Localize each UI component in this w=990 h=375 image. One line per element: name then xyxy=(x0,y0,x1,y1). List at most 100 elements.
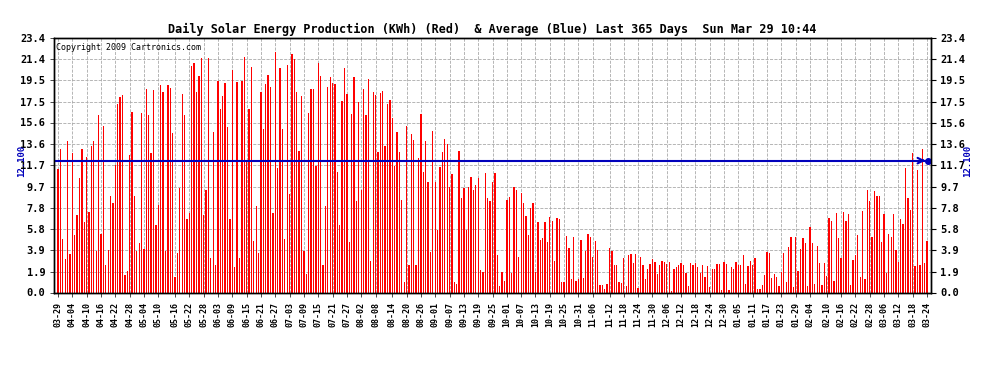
Bar xyxy=(690,263,691,292)
Bar xyxy=(93,141,94,292)
Bar xyxy=(509,196,510,292)
Bar xyxy=(220,110,221,292)
Bar xyxy=(628,255,630,292)
Bar xyxy=(203,215,204,292)
Bar xyxy=(661,261,662,292)
Bar xyxy=(501,272,503,292)
Bar xyxy=(644,279,645,292)
Bar xyxy=(379,93,381,292)
Bar xyxy=(445,139,446,292)
Bar xyxy=(729,290,730,292)
Bar xyxy=(822,285,823,292)
Bar xyxy=(250,67,252,292)
Bar xyxy=(636,254,637,292)
Bar xyxy=(788,247,789,292)
Bar xyxy=(761,285,763,292)
Bar xyxy=(64,259,66,292)
Bar xyxy=(895,250,897,292)
Bar xyxy=(874,191,875,292)
Bar xyxy=(105,265,107,292)
Bar xyxy=(174,277,175,292)
Bar xyxy=(67,141,68,292)
Bar xyxy=(546,242,548,292)
Bar xyxy=(71,153,73,292)
Bar xyxy=(57,170,58,292)
Bar xyxy=(673,268,674,292)
Bar xyxy=(876,195,877,292)
Bar xyxy=(738,265,740,292)
Bar xyxy=(631,254,632,292)
Bar xyxy=(458,151,459,292)
Bar xyxy=(494,172,496,292)
Title: Daily Solar Energy Production (KWh) (Red)  & Average (Blue) Last 365 Days  Sun M: Daily Solar Energy Production (KWh) (Red… xyxy=(168,23,817,36)
Bar xyxy=(504,280,505,292)
Bar xyxy=(922,148,923,292)
Bar xyxy=(370,261,371,292)
Bar xyxy=(893,214,894,292)
Bar xyxy=(239,258,241,292)
Bar xyxy=(274,52,276,292)
Bar xyxy=(404,282,405,292)
Bar xyxy=(413,140,415,292)
Bar xyxy=(831,220,833,292)
Bar xyxy=(332,83,334,292)
Bar xyxy=(754,258,755,292)
Bar xyxy=(91,147,92,292)
Bar xyxy=(714,268,715,292)
Bar xyxy=(747,266,748,292)
Bar xyxy=(590,237,591,292)
Bar xyxy=(196,92,197,292)
Bar xyxy=(152,90,154,292)
Bar xyxy=(69,254,70,292)
Bar xyxy=(435,182,436,292)
Bar xyxy=(160,86,161,292)
Bar xyxy=(666,264,667,292)
Bar xyxy=(255,206,256,292)
Bar xyxy=(234,267,236,292)
Bar xyxy=(898,262,899,292)
Bar xyxy=(184,115,185,292)
Bar xyxy=(420,114,422,292)
Bar xyxy=(470,177,471,292)
Bar xyxy=(817,246,818,292)
Bar xyxy=(117,104,119,292)
Bar xyxy=(416,265,417,292)
Bar xyxy=(244,57,245,292)
Bar xyxy=(795,237,796,292)
Bar xyxy=(526,216,527,292)
Bar xyxy=(582,278,584,292)
Bar xyxy=(186,219,187,292)
Bar xyxy=(246,162,248,292)
Bar xyxy=(189,213,190,292)
Bar xyxy=(680,263,682,292)
Bar xyxy=(886,273,887,292)
Bar xyxy=(688,286,689,292)
Bar xyxy=(167,86,168,292)
Bar xyxy=(423,171,424,292)
Bar xyxy=(346,94,347,292)
Bar xyxy=(497,255,498,292)
Bar xyxy=(311,89,312,292)
Bar xyxy=(616,265,618,292)
Bar xyxy=(700,273,701,292)
Bar xyxy=(367,79,369,292)
Bar xyxy=(917,171,918,292)
Bar xyxy=(330,77,331,292)
Bar xyxy=(372,92,374,292)
Bar xyxy=(790,237,792,292)
Bar xyxy=(313,89,314,292)
Bar xyxy=(623,258,625,292)
Bar xyxy=(258,253,259,292)
Bar xyxy=(826,276,828,292)
Bar xyxy=(578,279,579,292)
Bar xyxy=(862,211,863,292)
Bar xyxy=(98,115,99,292)
Bar xyxy=(702,265,703,292)
Bar xyxy=(456,284,457,292)
Bar xyxy=(296,92,297,292)
Bar xyxy=(260,92,261,292)
Bar xyxy=(805,243,806,292)
Bar xyxy=(891,237,892,292)
Bar xyxy=(521,194,522,292)
Bar xyxy=(198,76,200,292)
